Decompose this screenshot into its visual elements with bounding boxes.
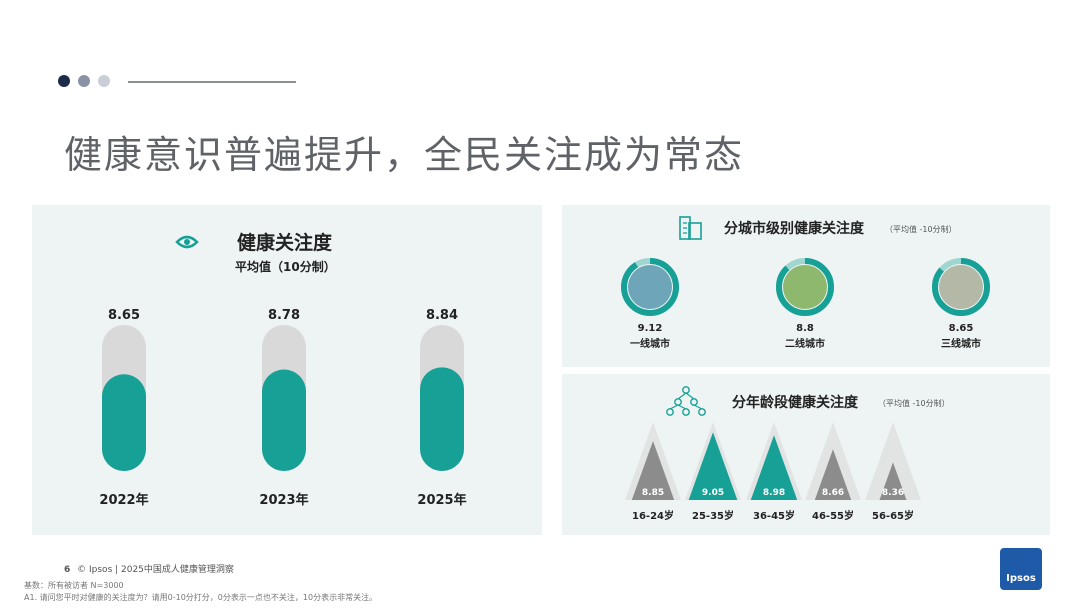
bar-value-label: 8.78: [268, 308, 300, 323]
triangle: [631, 440, 675, 500]
building-icon: [679, 216, 702, 240]
bar: [262, 369, 306, 471]
category-label: 2022年: [99, 492, 148, 508]
city-photo: [939, 265, 983, 309]
city-value-label: 9.12: [638, 323, 663, 334]
dot-3: [98, 75, 110, 87]
age-category-label: 46-55岁: [812, 509, 854, 522]
header-rule: [128, 81, 296, 83]
footer-source: © Ipsos | 2025中国成人健康管理洞察: [77, 565, 234, 575]
ring-value: [776, 258, 834, 316]
triangle: [750, 435, 798, 500]
age-value-label: 8.85: [642, 488, 664, 498]
page-number: 6: [64, 565, 71, 575]
network-node: [674, 398, 682, 406]
bar: [102, 374, 146, 471]
triangle-track: [865, 422, 921, 500]
building-right: [688, 222, 702, 240]
page-title: 健康意识普遍提升，全民关注成为常态: [64, 133, 745, 177]
age-chart: 分年龄段健康关注度 （平均值 -10分制） 8.85 16-24岁 9.05 25-35岁…: [625, 386, 950, 522]
network-node: [698, 408, 706, 416]
age-chart-panel: 分年龄段健康关注度 （平均值 -10分制） 8.85 16-24岁 9.05 25-35岁…: [562, 374, 1050, 535]
city-chart-note: （平均值 -10分制）: [885, 224, 957, 234]
age-chart-title: 分年龄段健康关注度: [732, 394, 859, 411]
notes: 基数：所有被访者 N=3000 A1. 请问您平时对健康的关注度为？请用0-10…: [24, 580, 377, 604]
age-category-label: 25-35岁: [692, 509, 734, 522]
category-label: 2023年: [259, 492, 308, 508]
network-node: [690, 398, 698, 406]
ring-value: [932, 258, 990, 316]
dot-1: [58, 75, 70, 87]
age-category-label: 56-65岁: [872, 509, 914, 522]
note-question: A1. 请问您平时对健康的关注度为？请用0-10分打分，0分表示一点也不关注，1…: [24, 593, 378, 602]
bar-value-label: 8.84: [426, 308, 458, 323]
city-value-label: 8.65: [949, 323, 974, 334]
bar-value-label: 8.65: [108, 308, 140, 323]
network-links: [669, 392, 703, 410]
people-network-icon: [666, 386, 706, 416]
ipsos-logo: Ipsos: [1000, 548, 1042, 590]
note-base: 基数：所有被访者 N=3000: [24, 581, 124, 590]
age-category-label: 16-24岁: [632, 509, 674, 522]
city-chart-panel: 分城市级别健康关注度 （平均值 -10分制） 9.12 一线城市 8.8 二线城市 8.65…: [562, 205, 1050, 367]
building-left: [679, 216, 691, 240]
bar: [420, 367, 464, 471]
city-category-label: 二线城市: [785, 337, 825, 350]
age-value-label: 8.66: [822, 488, 844, 498]
age-chart-note: （平均值 -10分制）: [878, 398, 950, 408]
category-label: 2025年: [417, 492, 466, 508]
city-chart-title: 分城市级别健康关注度: [724, 220, 865, 237]
age-category-label: 36-45岁: [753, 509, 795, 522]
city-photo: [783, 265, 827, 309]
footer: 6 © Ipsos | 2025中国成人健康管理洞察: [64, 562, 234, 575]
city-chart: 分城市级别健康关注度 （平均值 -10分制） 9.12 一线城市 8.8 二线城市 8.65…: [621, 216, 990, 350]
yearly-chart-panel: 健康关注度平均值（10分制） 8.65 2022年 8.78 2023年 8.84 2025…: [32, 205, 542, 535]
eye-pupil: [184, 239, 190, 245]
triangle: [879, 462, 907, 500]
city-category-label: 三线城市: [941, 337, 981, 350]
dot-2: [78, 75, 90, 87]
yearly-chart-subtitle: 平均值（10分制）: [235, 259, 336, 274]
yearly-chart-title: 健康关注度: [237, 231, 333, 254]
header-dots: [58, 75, 110, 87]
ring-value: [621, 258, 679, 316]
city-category-label: 一线城市: [630, 337, 670, 350]
network-node: [682, 386, 690, 394]
network-node: [666, 408, 674, 416]
age-value-label: 8.36: [882, 488, 904, 498]
city-photo: [628, 265, 672, 309]
triangle: [814, 449, 852, 500]
eye-outline: [175, 235, 199, 249]
age-value-label: 8.98: [763, 488, 785, 498]
network-node: [682, 408, 690, 416]
city-value-label: 8.8: [796, 323, 814, 334]
age-value-label: 9.05: [702, 488, 724, 498]
triangle: [688, 432, 738, 500]
eye-icon: [175, 235, 199, 249]
